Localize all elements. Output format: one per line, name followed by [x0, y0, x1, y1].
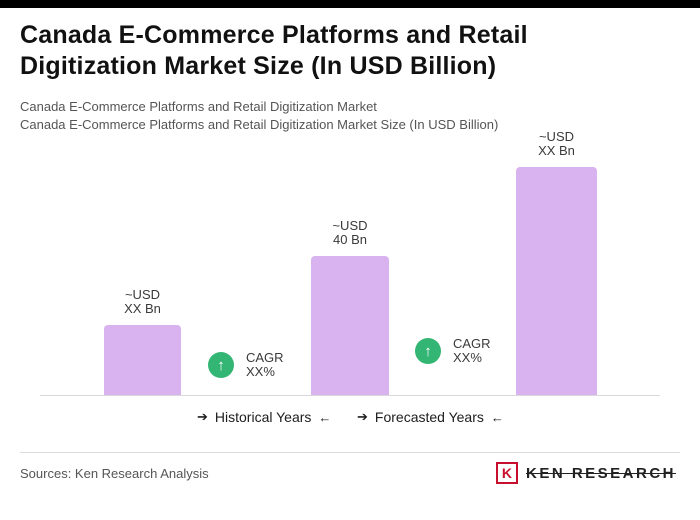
cagr-badge-historical: ↑ CAGR XX% [208, 351, 284, 379]
chart-subtitle-market: Canada E-Commerce Platforms and Retail D… [20, 99, 377, 114]
bar-value-label: ~USD 40 Bn [332, 219, 367, 247]
bar-historical [104, 325, 181, 396]
chart-baseline [40, 395, 660, 396]
bar-group-forecast: ~USD XX Bn [516, 130, 597, 396]
arrow-right-icon: ➔ [197, 409, 208, 424]
up-arrow-icon: ↑ [415, 338, 441, 364]
bar-base-year [311, 256, 389, 396]
footer-divider [20, 452, 680, 453]
bar-group-base-year: ~USD 40 Bn [311, 219, 389, 396]
axis-label-forecasted-years: ➔ Forecasted Years ← [357, 409, 504, 425]
cagr-label: CAGR XX% [246, 351, 284, 379]
bar-value-label: ~USD XX Bn [124, 288, 161, 316]
bar-value-label: ~USD XX Bn [538, 130, 575, 158]
bar-value-line2: XX Bn [124, 301, 161, 316]
arrow-left-icon: ← [490, 409, 504, 425]
axis-label-text: Forecasted Years [374, 409, 484, 425]
up-arrow-icon: ↑ [208, 352, 234, 378]
bar-value-line1: ~USD [124, 287, 161, 302]
bar-value-line1: ~USD [332, 218, 368, 233]
ken-research-logo-text: KEN RESEARCH [525, 464, 676, 482]
bar-group-historical: ~USD XX Bn [104, 288, 181, 396]
cagr-line1: CAGR [453, 336, 491, 351]
cagr-label: CAGR XX% [453, 337, 491, 365]
cagr-badge-forecast: ↑ CAGR XX% [415, 337, 491, 365]
ken-research-logo-icon: K [495, 462, 518, 484]
bar-value-line2: XX Bn [538, 143, 575, 158]
bar-forecast [516, 167, 597, 396]
top-accent-bar [0, 0, 700, 8]
arrow-left-icon: ← [318, 409, 332, 425]
page-title: Canada E-Commerce Platforms and Retail D… [20, 21, 528, 80]
cagr-line2: XX% [453, 350, 482, 365]
sources-text: Sources: Ken Research Analysis [20, 466, 209, 481]
cagr-line2: XX% [246, 364, 275, 379]
arrow-right-icon: ➔ [357, 409, 368, 424]
bar-value-line2: 40 Bn [333, 232, 367, 247]
axis-label-historical-years: ➔ Historical Years ← [197, 409, 331, 425]
bar-value-line1: ~USD [538, 129, 575, 144]
cagr-line1: CAGR [246, 350, 284, 365]
axis-label-text: Historical Years [214, 409, 312, 425]
ken-research-logo: K KEN RESEARCH [495, 462, 676, 484]
chart-subtitle-market-size: Canada E-Commerce Platforms and Retail D… [20, 117, 499, 132]
